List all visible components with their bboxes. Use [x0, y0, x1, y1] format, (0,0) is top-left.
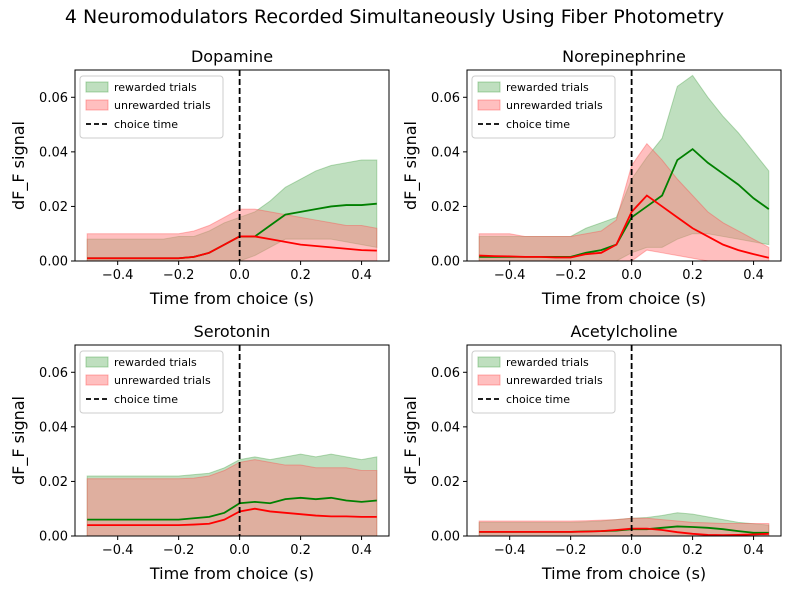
y-tick-label: 0.06 [39, 366, 68, 381]
legend-swatch-unrewarded [477, 99, 501, 111]
legend-label-choice: choice time [506, 118, 570, 131]
x-tick-label: −0.2 [163, 268, 195, 283]
legend-box [79, 350, 224, 414]
legend-label-choice: choice time [114, 393, 178, 406]
data-layer [86, 345, 378, 536]
legend-swatch-unrewarded [85, 374, 109, 386]
y-axis-label: dF_F signal [9, 121, 29, 210]
x-tick-label: 0.0 [229, 268, 250, 283]
x-tick-label: 0.4 [743, 543, 764, 558]
legend-swatch-unrewarded [477, 374, 501, 386]
legend-label-unrewarded: unrewarded trials [506, 99, 603, 112]
y-tick-label: 0.04 [431, 420, 460, 435]
x-tick-label: −0.4 [102, 268, 134, 283]
axes-frame [74, 69, 390, 262]
subplot-dopamine: −0.4 −0.2 0.0 0.2 0.4 0.00 0.02 0.04 0.06 Dopamin… [9, 47, 390, 308]
legend-label-rewarded: rewarded trials [114, 81, 197, 94]
legend: rewarded trials unrewarded trials choice t… [79, 350, 224, 414]
y-tick-label: 0.04 [39, 145, 68, 160]
data-layer [478, 70, 770, 261]
data-layer [86, 70, 378, 261]
y-tick-label: 0.06 [431, 91, 460, 106]
x-axis-label: Time from choice (s) [541, 289, 706, 308]
x-tick-label: 0.4 [351, 543, 372, 558]
y-axis-label: dF_F signal [9, 396, 29, 485]
y-tick-label: 0.00 [431, 530, 460, 545]
x-tick-label: 0.2 [290, 268, 311, 283]
legend-label-unrewarded: unrewarded trials [114, 374, 211, 387]
legend-box [471, 75, 616, 139]
unrewarded-mean-line [479, 194, 770, 259]
legend-label-unrewarded: unrewarded trials [506, 374, 603, 387]
legend: rewarded trials unrewarded trials choice t… [471, 75, 616, 139]
legend-box [79, 75, 224, 139]
legend-label-choice: choice time [114, 118, 178, 131]
axes-frame [466, 69, 782, 262]
y-tick-label: 0.02 [431, 200, 460, 215]
subplot-norepinephrine: −0.4 −0.2 0.0 0.2 0.4 0.00 0.02 0.04 0.06 Norepin… [401, 47, 782, 308]
y-tick-label: 0.06 [39, 91, 68, 106]
legend-label-rewarded: rewarded trials [114, 356, 197, 369]
legend-swatch-unrewarded [85, 99, 109, 111]
legend-label-unrewarded: unrewarded trials [114, 99, 211, 112]
y-tick-label: 0.00 [431, 255, 460, 270]
unrewarded-mean-line [87, 507, 377, 526]
subplot-serotonin: −0.4 −0.2 0.0 0.2 0.4 0.00 0.02 0.04 0.06 Seroton… [9, 322, 390, 583]
x-tick-label: −0.4 [102, 543, 134, 558]
x-tick-label: −0.4 [494, 268, 526, 283]
subplot-title: Acetylcholine [570, 322, 677, 341]
figure-suptitle: 4 Neuromodulators Recorded Simultaneousl… [64, 6, 725, 28]
y-tick-label: 0.02 [431, 475, 460, 490]
subplot-title: Serotonin [194, 322, 271, 341]
y-tick-label: 0.02 [39, 200, 68, 215]
subplot-acetylcholine: −0.4 −0.2 0.0 0.2 0.4 0.00 0.02 0.04 0.06 Acetylc… [401, 322, 782, 583]
legend-swatch-rewarded [477, 356, 501, 368]
y-tick-label: 0.00 [39, 255, 68, 270]
y-tick-label: 0.04 [431, 145, 460, 160]
unrewarded-mean-line [479, 527, 769, 536]
x-tick-label: 0.2 [290, 543, 311, 558]
y-tick-label: 0.02 [39, 475, 68, 490]
legend-swatch-rewarded [477, 81, 501, 93]
legend: rewarded trials unrewarded trials choice t… [79, 75, 224, 139]
x-tick-label: 0.4 [743, 268, 764, 283]
y-axis-label: dF_F signal [401, 121, 421, 210]
x-tick-label: 0.2 [682, 543, 703, 558]
x-tick-label: −0.2 [555, 268, 587, 283]
subplot-title: Dopamine [191, 47, 273, 66]
legend-swatch-rewarded [85, 81, 109, 93]
x-tick-label: 0.0 [621, 543, 642, 558]
y-tick-label: 0.04 [39, 420, 68, 435]
x-tick-label: −0.2 [163, 543, 195, 558]
data-layer [478, 345, 770, 536]
x-axis-label: Time from choice (s) [541, 564, 706, 583]
y-tick-label: 0.06 [431, 366, 460, 381]
unrewarded-band [86, 208, 378, 261]
legend: rewarded trials unrewarded trials choice t… [471, 350, 616, 414]
legend-label-rewarded: rewarded trials [506, 81, 589, 94]
legend-label-rewarded: rewarded trials [506, 356, 589, 369]
y-tick-label: 0.00 [39, 530, 68, 545]
x-tick-label: 0.0 [229, 543, 250, 558]
rewarded-mean-line [87, 496, 377, 521]
x-tick-label: 0.4 [351, 268, 372, 283]
x-axis-label: Time from choice (s) [149, 564, 314, 583]
unrewarded-mean-line [87, 235, 377, 260]
x-tick-label: −0.4 [494, 543, 526, 558]
axes-frame [74, 344, 390, 537]
x-tick-label: 0.2 [682, 268, 703, 283]
legend-label-choice: choice time [506, 393, 570, 406]
unrewarded-band [478, 142, 770, 261]
x-tick-label: 0.0 [621, 268, 642, 283]
legend-box [471, 350, 616, 414]
axes-frame [466, 344, 782, 537]
unrewarded-band [86, 459, 378, 536]
x-axis-label: Time from choice (s) [149, 289, 314, 308]
x-tick-label: −0.2 [555, 543, 587, 558]
legend-swatch-rewarded [85, 356, 109, 368]
y-axis-label: dF_F signal [401, 396, 421, 485]
subplot-title: Norepinephrine [562, 47, 686, 66]
